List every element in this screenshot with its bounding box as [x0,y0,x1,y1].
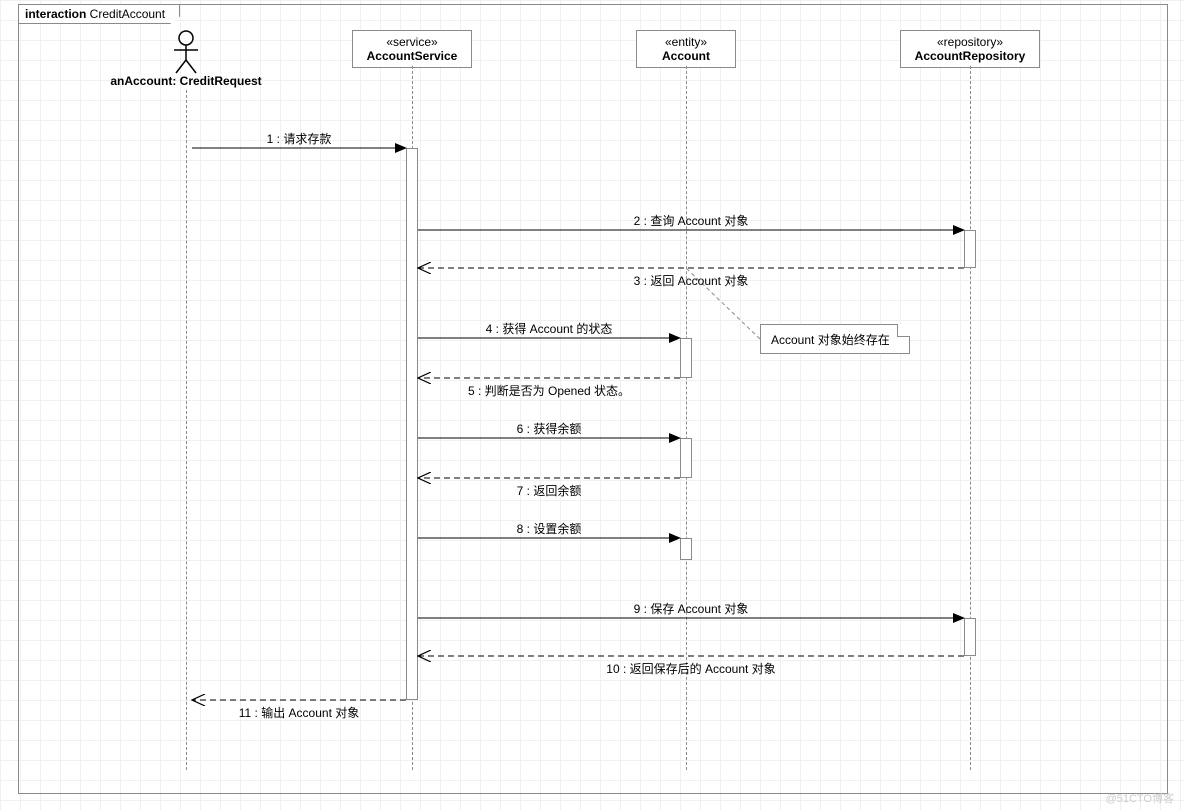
actor-label: anAccount: CreditRequest [96,74,276,88]
message-7-label: 7 : 返回余额 [449,482,649,499]
participant-repo: «repository»AccountRepository [900,30,1040,68]
message-2-label: 2 : 查询 Account 对象 [591,212,791,229]
lifeline-actor [186,90,187,770]
lifeline-repo [970,66,971,770]
message-9-label: 9 : 保存 Account 对象 [591,600,791,617]
message-6-label: 6 : 获得余额 [449,420,649,437]
message-5-label: 5 : 判断是否为 Opened 状态。 [449,382,649,399]
participant-service: «service»AccountService [352,30,472,68]
activation-entity-4 [680,538,692,560]
message-11-label: 11 : 输出 Account 对象 [199,704,399,721]
note: Account 对象始终存在 [760,324,910,354]
activation-entity-2 [680,338,692,378]
frame-label: interaction CreditAccount [19,5,180,24]
note-fold-icon [897,324,910,337]
message-1-label: 1 : 请求存款 [199,130,399,147]
message-3-label: 3 : 返回 Account 对象 [591,272,791,289]
watermark: @51CTO博客 [1106,790,1174,806]
actor-actor: anAccount: CreditRequest [96,30,276,88]
message-8-label: 8 : 设置余额 [449,520,649,537]
message-4-label: 4 : 获得 Account 的状态 [449,320,649,337]
activation-repo-5 [964,618,976,656]
activation-service-0 [406,148,418,700]
message-10-label: 10 : 返回保存后的 Account 对象 [591,660,791,677]
activation-repo-1 [964,230,976,268]
participant-entity: «entity»Account [636,30,736,68]
activation-entity-3 [680,438,692,478]
sequence-diagram-canvas: interaction CreditAccount anAccount: Cred… [0,0,1184,810]
